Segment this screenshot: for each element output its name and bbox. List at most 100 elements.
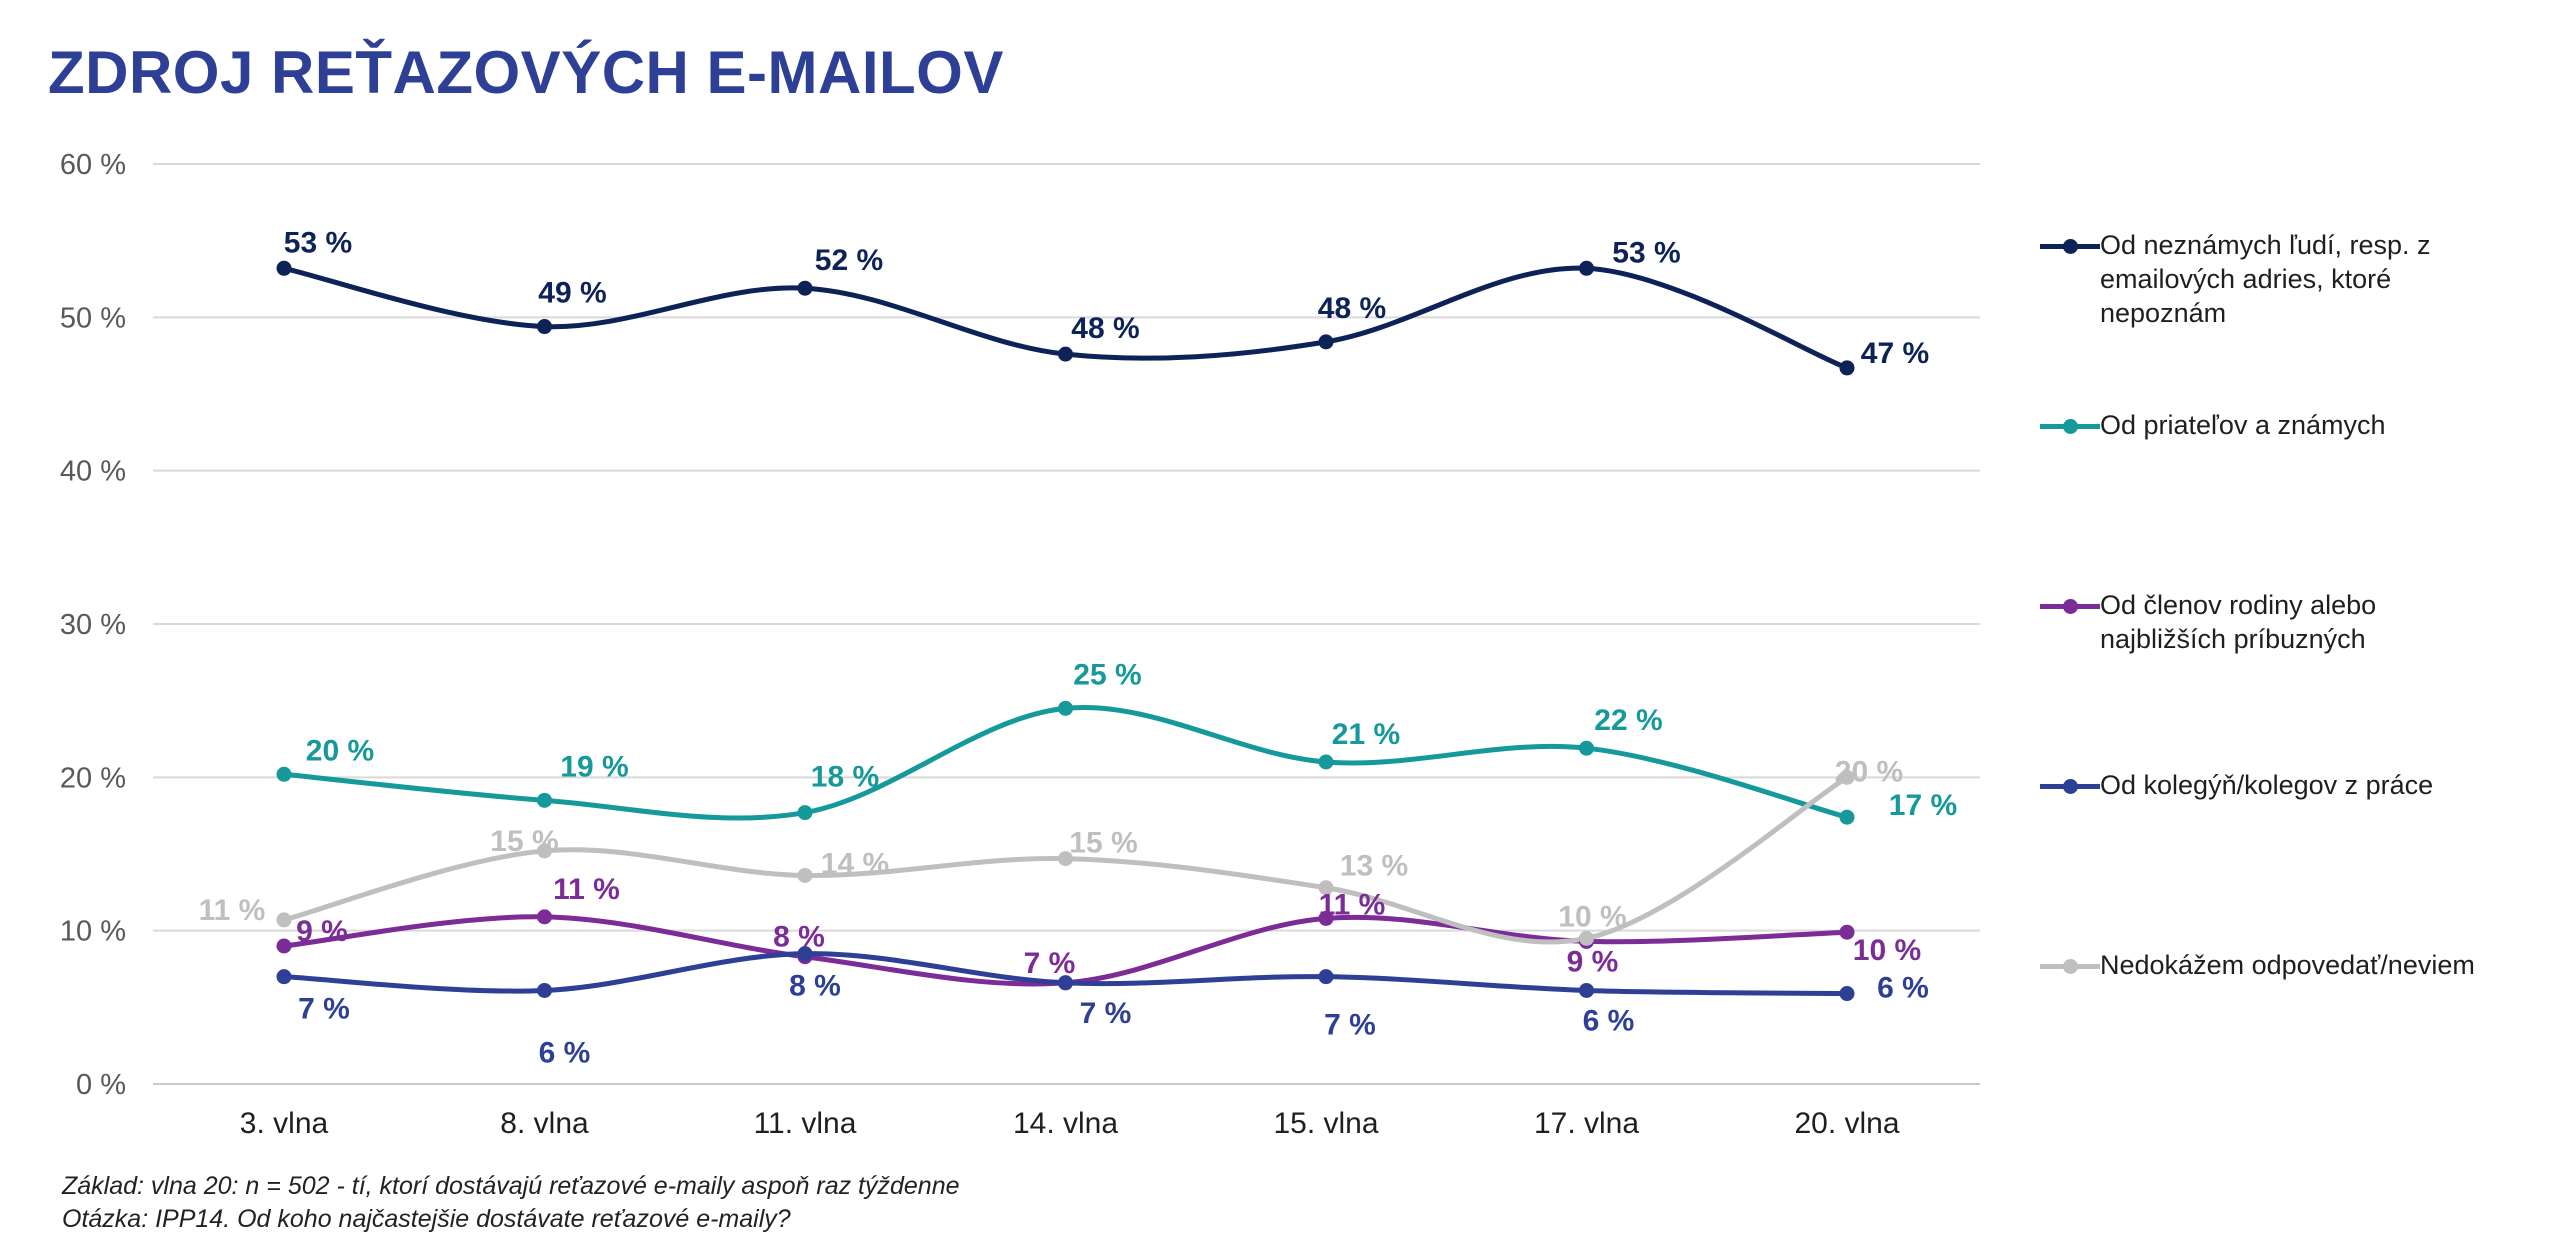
y-tick-label: 20 % [60,762,126,794]
data-label: 7 % [298,993,350,1026]
data-point [1058,700,1073,716]
data-point [1058,346,1073,362]
data-point [1839,924,1855,940]
footnotes: Základ: vlna 20: n = 502 - tí, ktorí dos… [62,1170,960,1236]
data-label: 7 % [1324,1009,1376,1042]
y-tick-label: 50 % [60,302,126,334]
data-point [1058,975,1073,991]
data-label: 20 % [306,734,374,767]
x-tick-label: 17. vlna [1534,1107,1639,1140]
data-point [797,805,813,821]
data-point [537,982,552,998]
data-point [537,319,552,335]
data-label: 8 % [773,921,825,954]
legend-label: Nedokážem odpovedať/neviem [2100,950,2475,980]
y-tick-label: 30 % [60,609,126,641]
legend-item: Od priateľov a známych [2040,408,2500,442]
legend-item: Od kolegýň/kolegov z práce [2040,768,2500,802]
x-tick-label: 14. vlna [1013,1107,1118,1140]
data-label: 48 % [1318,292,1386,325]
data-point [276,969,292,985]
x-tick-label: 20. vlna [1794,1107,1899,1140]
legend-swatch [2040,588,2100,622]
data-point [797,280,813,296]
data-point [1318,880,1334,896]
legend-swatch [2040,408,2100,442]
data-label: 10 % [1853,934,1921,967]
data-label: 11 % [553,873,620,906]
y-axis-ticks: 0 % 10 % 20 % 30 % 40 % 50 % 60 % [60,149,126,1101]
data-point [1058,851,1073,867]
data-point [1839,809,1855,825]
data-point [537,843,552,859]
legend-label: Od členov rodiny alebo najbližších príbu… [2100,590,2377,654]
data-point [797,946,813,962]
footnote-question: Otázka: IPP14. Od koho najčastejšie dost… [62,1205,791,1233]
data-point [1318,754,1334,770]
data-labels: 53 % 49 % 52 % 48 % 48 % 53 % 47 % 20 % 19 % 18 %… [199,226,1958,1069]
data-label: 17 % [1889,789,1957,822]
data-label: 52 % [815,244,883,277]
data-label: 15 % [490,825,558,858]
data-label: 21 % [1332,718,1400,751]
data-point [1318,910,1334,926]
gridlines [153,163,1980,1085]
line-chart: 0 % 10 % 20 % 30 % 40 % 50 % 60 % 3. vlna 8. vl… [60,149,1980,1140]
data-label: 25 % [1073,658,1141,691]
data-label: 53 % [1612,236,1680,269]
data-point [1839,986,1855,1002]
data-point [276,260,292,276]
data-label: 9 % [1567,945,1619,978]
x-tick-label: 11. vlna [754,1107,857,1140]
data-point [537,792,552,808]
x-tick-label: 8. vlna [500,1107,589,1140]
data-point [797,867,813,883]
data-label: 48 % [1071,312,1139,345]
legend: Od neznámych ľudí, resp. z emailových ad… [2040,0,2559,1253]
data-point [276,938,292,954]
y-tick-label: 60 % [60,149,126,181]
data-point [276,912,292,928]
legend-label: Od kolegýň/kolegov z práce [2100,770,2434,800]
legend-label: Od priateľov a známych [2100,410,2386,440]
data-point [1579,260,1594,276]
y-tick-label: 40 % [60,456,126,488]
data-label: 8 % [789,970,841,1003]
legend-label: Od neznámych ľudí, resp. z emailových ad… [2100,230,2431,328]
series-points [276,260,1855,1002]
data-label: 22 % [1594,704,1662,737]
x-tick-label: 15. vlna [1273,1107,1378,1140]
data-point [276,766,292,782]
series-lines [281,265,1850,997]
x-axis-ticks: 3. vlna 8. vlna 11. vlna 14. vlna 15. vlna 17… [240,1107,1900,1140]
data-point [1579,982,1594,998]
data-label: 15 % [1069,827,1137,860]
data-label: 6 % [539,1036,591,1069]
legend-swatch [2040,768,2100,802]
legend-swatch [2040,228,2100,262]
y-tick-label: 0 % [76,1069,126,1101]
data-label: 11 % [199,894,266,927]
legend-item: Od neznámych ľudí, resp. z emailových ad… [2040,228,2500,330]
data-label: 10 % [1558,900,1626,933]
legend-item: Od členov rodiny alebo najbližších príbu… [2040,588,2500,656]
data-label: 14 % [821,847,889,880]
data-label: 9 % [296,915,348,948]
x-tick-label: 3. vlna [240,1107,329,1140]
data-point [1839,360,1855,376]
y-tick-label: 10 % [60,916,126,948]
legend-swatch [2040,948,2100,982]
data-label: 6 % [1877,972,1929,1005]
data-label: 7 % [1024,947,1076,980]
data-label: 7 % [1080,997,1132,1030]
page-title: ZDROJ REŤAZOVÝCH E-MAILOV [48,39,1004,106]
data-label: 49 % [538,277,606,310]
data-point [1579,930,1594,946]
data-label: 20 % [1835,755,1903,788]
data-label: 11 % [1319,888,1386,921]
footnote-base: Základ: vlna 20: n = 502 - tí, ktorí dos… [62,1172,960,1200]
data-label: 53 % [284,226,352,259]
data-point [1579,740,1594,756]
data-label: 13 % [1340,850,1408,883]
data-point [1318,334,1334,350]
